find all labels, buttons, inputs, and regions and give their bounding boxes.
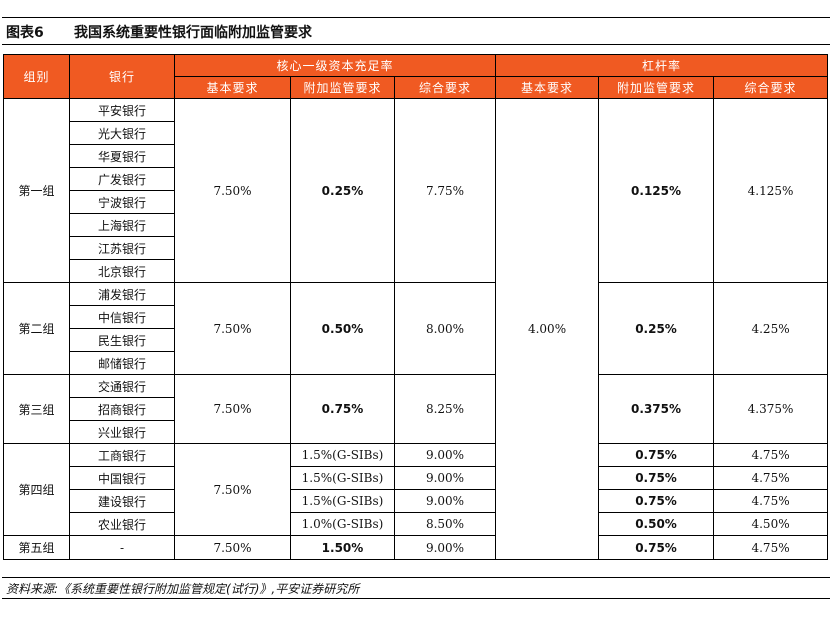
bank-name: 农业银行: [69, 512, 175, 536]
header-cet1-additional: 附加监管要求: [290, 76, 395, 99]
lev-total: 4.25%: [713, 282, 829, 375]
cet1-additional: 1.50%: [290, 535, 395, 560]
cet1-total: 9.00%: [393, 466, 497, 490]
bank-name: 中信银行: [69, 305, 175, 329]
table-row: 邮储银行: [4, 351, 828, 375]
lev-additional: 0.75%: [598, 466, 715, 490]
bank-name: 江苏银行: [69, 236, 175, 260]
group-name: 第二组: [3, 282, 70, 375]
bank-name: 招商银行: [69, 397, 175, 421]
table-row: 第一组 平安银行 7.50% 0.25% 7.75% 4.00% 0.125% 4.125%: [3, 98, 829, 560]
group-name: 第三组: [3, 374, 70, 444]
table-row: 第四组 工商银行 7.50% 1.5%(G-SIBs) 9.00% 0.75% 4.75%: [3, 443, 829, 536]
source-text: 资料来源:《系统重要性银行附加监管规定(试行)》,平安证券研究所: [6, 582, 360, 596]
figure-number: 图表6: [6, 25, 44, 41]
cet1-additional: 1.5%(G-SIBs): [290, 489, 395, 513]
lev-additional: 0.25%: [598, 282, 715, 375]
table-row: 中国银行 1.5%(G-SIBs) 9.00% 0.75% 4.75%: [4, 466, 829, 490]
lev-total: 4.50%: [713, 512, 829, 536]
table-row: 江苏银行: [4, 236, 828, 260]
bank-name: 中国银行: [69, 466, 175, 490]
bank-name: 工商银行: [69, 443, 175, 467]
bank-name: 华夏银行: [69, 144, 175, 168]
bank-name: 浦发银行: [69, 282, 175, 306]
bank-name: 宁波银行: [69, 190, 175, 214]
cet1-additional: 1.5%(G-SIBs): [290, 443, 395, 467]
cet1-total: 9.00%: [393, 489, 497, 513]
table-row: 农业银行 1.0%(G-SIBs) 8.50% 0.50% 4.50%: [4, 512, 829, 536]
lev-total: 4.75%: [713, 535, 829, 560]
lev-total: 4.75%: [713, 489, 829, 513]
header-bank: 银行: [69, 54, 175, 99]
lev-total: 4.375%: [713, 374, 829, 444]
bank-name: 民生银行: [69, 328, 175, 352]
bank-name: -: [69, 535, 175, 560]
header-lev-basic: 基本要求: [495, 76, 600, 99]
cet1-basic: 7.50%: [174, 98, 291, 283]
table-row: 中信银行: [4, 305, 828, 329]
cet1-basic: 7.50%: [174, 535, 291, 560]
header-cet1-total: 综合要求: [393, 76, 497, 99]
group-name: 第一组: [3, 98, 70, 283]
header-cet1: 核心一级资本充足率: [173, 54, 497, 77]
bank-name: 北京银行: [69, 259, 175, 283]
bank-name: 光大银行: [69, 121, 175, 145]
group-name: 第五组: [3, 535, 70, 560]
cet1-basic: 7.50%: [174, 374, 291, 444]
figure-title-bar: 图表6 我国系统重要性银行面临附加监管要求: [2, 17, 830, 45]
cet1-total: 9.00%: [393, 535, 497, 560]
cet1-additional: 1.5%(G-SIBs): [290, 466, 395, 490]
table-row: 建设银行 1.5%(G-SIBs) 9.00% 0.75% 4.75%: [4, 489, 829, 513]
header-cet1-basic: 基本要求: [174, 76, 291, 99]
lev-additional: 0.375%: [598, 374, 715, 444]
header-leverage: 杠杆率: [495, 54, 829, 77]
lev-additional: 0.75%: [598, 443, 715, 467]
cet1-basic: 7.50%: [174, 282, 291, 375]
cet1-additional: 0.75%: [290, 374, 395, 444]
header-lev-total: 综合要求: [713, 76, 829, 99]
header-lev-additional: 附加监管要求: [598, 76, 715, 99]
table-row: 第五组 -7.50% 1.50% 9.00% 0.75% 4.75%: [3, 535, 829, 560]
lev-total: 4.75%: [713, 466, 829, 490]
table-row: 北京银行: [4, 259, 828, 283]
table-row: 招商银行: [4, 397, 828, 421]
requirements-table: 组别 银行 核心一级资本充足率 杠杆率 基本要求 附加监管要求 综合要求 基本要…: [3, 54, 829, 560]
table-row: 第三组 交通银行 7.50% 0.75% 8.25% 0.375% 4.375%: [3, 374, 829, 444]
table-row: 宁波银行: [4, 190, 828, 214]
bank-name: 上海银行: [69, 213, 175, 237]
cet1-additional: 1.0%(G-SIBs): [290, 512, 395, 536]
lev-additional: 0.75%: [598, 489, 715, 513]
cet1-total: 7.75%: [393, 98, 497, 283]
cet1-basic: 7.50%: [174, 443, 291, 536]
lev-total: 4.75%: [713, 443, 829, 467]
figure-title: 我国系统重要性银行面临附加监管要求: [74, 25, 312, 41]
leverage-basic: 4.00%: [495, 98, 600, 560]
group-name: 第四组: [3, 443, 70, 536]
cet1-total: 9.00%: [393, 443, 497, 467]
cet1-total: 8.25%: [393, 374, 497, 444]
lev-additional: 0.50%: [598, 512, 715, 536]
source-note: 资料来源:《系统重要性银行附加监管规定(试行)》,平安证券研究所: [2, 577, 830, 599]
cet1-total: 8.50%: [393, 512, 497, 536]
bank-name: 平安银行: [69, 98, 175, 122]
header-group: 组别: [3, 54, 70, 99]
table-row: 华夏银行: [4, 144, 828, 168]
lev-additional: 0.75%: [598, 535, 715, 560]
cet1-total: 8.00%: [393, 282, 497, 375]
lev-additional: 0.125%: [598, 98, 715, 283]
cet1-additional: 0.50%: [290, 282, 395, 375]
bank-name: 广发银行: [69, 167, 175, 191]
table-row: 民生银行: [4, 328, 828, 352]
table-row: 兴业银行: [4, 420, 828, 444]
bank-name: 建设银行: [69, 489, 175, 513]
bank-name: 交通银行: [69, 374, 175, 398]
cet1-additional: 0.25%: [290, 98, 395, 283]
bank-name: 邮储银行: [69, 351, 175, 375]
table-row: 第二组 浦发银行 7.50% 0.50% 8.00% 0.25% 4.25%: [3, 282, 829, 375]
bank-name: 兴业银行: [69, 420, 175, 444]
table-row: 光大银行: [4, 121, 828, 145]
lev-total: 4.125%: [713, 98, 829, 283]
